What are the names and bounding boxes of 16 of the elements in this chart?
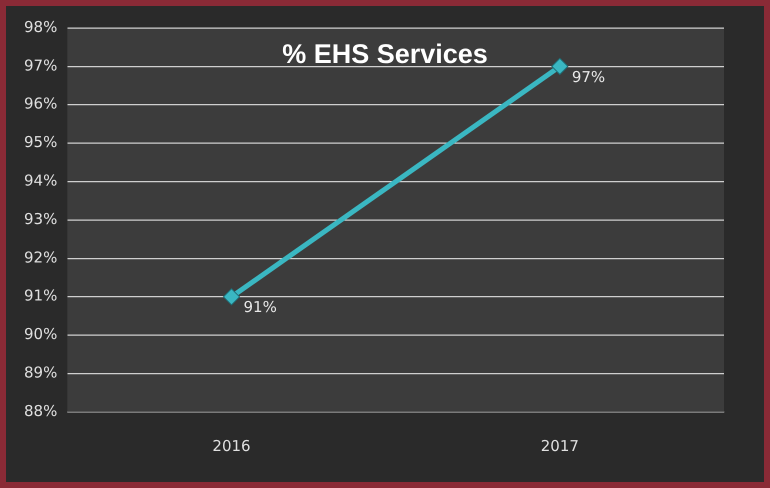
y-tick-label: 91% (24, 286, 58, 305)
y-tick-label: 97% (24, 56, 58, 74)
y-tick-label: 89% (24, 363, 58, 382)
y-tick-label: 96% (24, 94, 58, 113)
y-tick-label: 94% (24, 171, 58, 190)
y-tick-label: 90% (24, 325, 58, 344)
y-tick-label: 98% (24, 18, 58, 36)
y-tick-label: 88% (24, 402, 58, 420)
chart-title: % EHS Services (282, 39, 488, 69)
x-tick-label: 2017 (540, 436, 579, 455)
y-tick-label: 95% (24, 133, 58, 152)
y-tick-label: 92% (24, 248, 58, 266)
data-label: 97% (572, 68, 606, 86)
y-tick-label: 93% (24, 210, 58, 228)
data-label: 91% (244, 298, 277, 316)
x-tick-label: 2016 (212, 436, 251, 455)
